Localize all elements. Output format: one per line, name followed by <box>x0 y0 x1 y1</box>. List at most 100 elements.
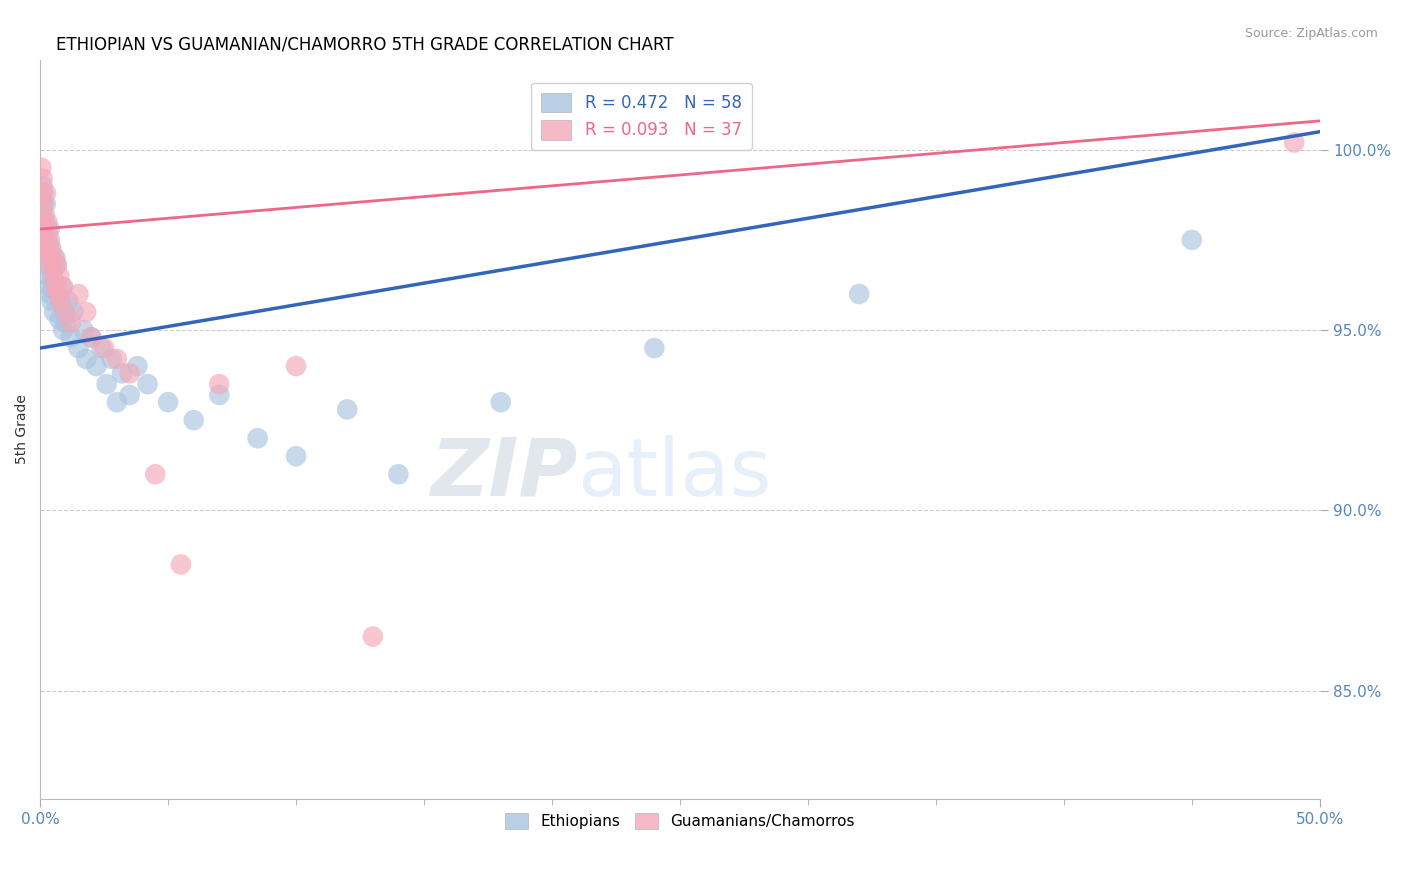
Point <box>30 161 52 175</box>
Point <box>32 222 55 236</box>
Point <box>387 467 409 482</box>
Point <box>51 279 73 293</box>
Point <box>45 258 67 272</box>
Point <box>1181 233 1204 247</box>
Point <box>38 233 60 247</box>
Point <box>31 233 53 247</box>
Point <box>127 359 149 373</box>
Point <box>49 294 72 309</box>
Point <box>643 341 665 355</box>
Point <box>42 279 65 293</box>
Legend: Ethiopians, Guamanians/Chamorros: Ethiopians, Guamanians/Chamorros <box>499 807 860 836</box>
Point <box>118 388 141 402</box>
Point <box>38 222 60 236</box>
Point <box>72 323 94 337</box>
Point <box>34 208 56 222</box>
Point <box>105 351 128 366</box>
Point <box>55 305 77 319</box>
Point <box>34 251 56 265</box>
Point <box>136 377 159 392</box>
Point <box>37 268 59 283</box>
Point <box>31 171 53 186</box>
Point <box>848 287 870 301</box>
Point <box>52 323 75 337</box>
Point <box>34 233 56 247</box>
Point <box>31 186 53 200</box>
Point <box>31 178 53 193</box>
Point <box>31 208 53 222</box>
Point <box>44 251 66 265</box>
Point <box>75 351 97 366</box>
Point <box>361 630 384 644</box>
Point <box>30 222 52 236</box>
Point <box>32 186 55 200</box>
Point <box>41 294 63 309</box>
Point <box>67 341 90 355</box>
Point <box>1282 136 1305 150</box>
Point <box>170 558 193 572</box>
Point <box>44 305 66 319</box>
Point <box>35 258 58 272</box>
Point <box>75 305 97 319</box>
Point <box>59 316 82 330</box>
Point <box>37 233 59 247</box>
Point <box>80 330 103 344</box>
Point <box>32 244 55 258</box>
Point <box>41 244 63 258</box>
Point <box>37 222 59 236</box>
Point <box>100 351 122 366</box>
Point <box>208 377 231 392</box>
Point <box>39 240 62 254</box>
Point <box>86 359 108 373</box>
Point <box>48 268 70 283</box>
Point <box>46 287 69 301</box>
Point <box>37 215 59 229</box>
Point <box>39 258 62 272</box>
Point <box>208 388 231 402</box>
Text: ZIP: ZIP <box>430 434 578 513</box>
Text: Source: ZipAtlas.com: Source: ZipAtlas.com <box>1244 27 1378 40</box>
Point <box>93 341 115 355</box>
Point <box>143 467 166 482</box>
Point <box>42 268 65 283</box>
Point <box>183 413 205 427</box>
Point <box>46 287 69 301</box>
Point <box>44 251 66 265</box>
Point <box>45 258 67 272</box>
Point <box>49 294 72 309</box>
Text: ETHIOPIAN VS GUAMANIAN/CHAMORRO 5TH GRADE CORRELATION CHART: ETHIOPIAN VS GUAMANIAN/CHAMORRO 5TH GRAD… <box>56 36 673 54</box>
Point <box>58 294 80 309</box>
Point <box>48 312 70 326</box>
Point <box>35 186 58 200</box>
Point <box>118 367 141 381</box>
Point <box>32 197 55 211</box>
Point <box>35 244 58 258</box>
Y-axis label: 5th Grade: 5th Grade <box>15 394 30 464</box>
Text: atlas: atlas <box>578 434 772 513</box>
Point <box>285 359 308 373</box>
Point <box>34 215 56 229</box>
Point <box>105 395 128 409</box>
Point <box>285 450 308 464</box>
Point <box>62 305 84 319</box>
Point <box>53 305 76 319</box>
Point <box>37 251 59 265</box>
Point <box>38 279 60 293</box>
Point <box>32 197 55 211</box>
Point <box>59 330 82 344</box>
Point <box>44 279 66 293</box>
Point <box>96 377 118 392</box>
Point <box>489 395 512 409</box>
Point <box>157 395 180 409</box>
Point <box>80 330 103 344</box>
Point <box>52 279 75 293</box>
Point <box>55 316 77 330</box>
Point <box>38 251 60 265</box>
Point <box>39 287 62 301</box>
Point <box>90 341 112 355</box>
Point <box>336 402 359 417</box>
Point <box>246 431 269 445</box>
Point <box>41 268 63 283</box>
Point <box>67 287 90 301</box>
Point <box>111 367 134 381</box>
